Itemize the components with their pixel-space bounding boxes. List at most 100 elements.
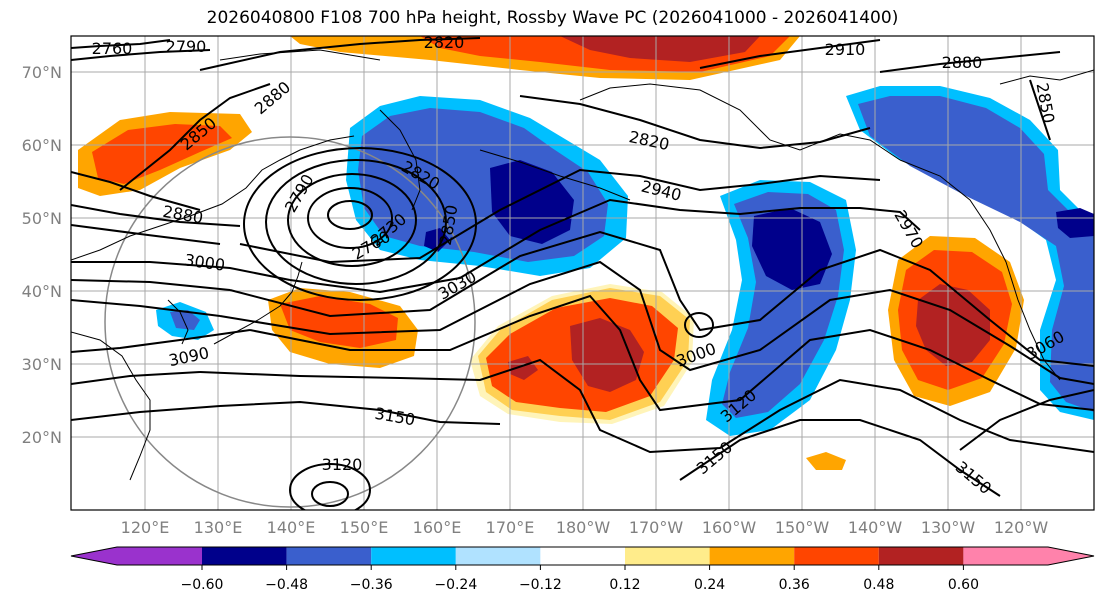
colorbar-segment <box>202 547 287 565</box>
lat-label-40n: 40°N <box>22 282 62 301</box>
lon-label-170w: 170°W <box>629 518 684 537</box>
coastline-north-america <box>899 159 1061 381</box>
anomaly-kamchatka-west-core <box>92 124 232 184</box>
lon-label-150e: 150°E <box>340 518 389 537</box>
contour-label: 2880 <box>942 53 983 72</box>
contour-2880-west <box>71 171 201 211</box>
contour-label: 2820 <box>424 33 465 52</box>
lon-label-130w: 130°W <box>921 518 976 537</box>
lon-label-140e: 140°E <box>267 518 316 537</box>
contour-3150-central <box>219 400 501 425</box>
colorbar-ticks <box>201 565 964 570</box>
negative-anomaly-regions <box>156 86 1094 436</box>
contour-2850-east <box>1029 79 1051 141</box>
coastline-alaska <box>579 83 901 161</box>
contour-3000-long <box>229 230 1094 367</box>
longitude-labels: 120°E 130°E 140°E 150°E 160°E 170°E 180°… <box>121 518 1049 537</box>
lon-label-120w: 120°W <box>994 518 1049 537</box>
coastline-asia <box>71 135 355 261</box>
coastline-china <box>71 331 151 481</box>
contour-2820-north <box>199 37 481 71</box>
contour-3060-west <box>71 299 221 317</box>
lon-label-160e: 160°E <box>413 518 462 537</box>
contour-label: 3120 <box>322 455 363 474</box>
range-circle <box>104 136 476 508</box>
lat-label-20n: 20°N <box>22 428 62 447</box>
lat-label-50n: 50°N <box>22 209 62 228</box>
contour-3120-south-inner <box>311 481 349 507</box>
contour-3150-south <box>679 419 1001 497</box>
contour-2880-northeast <box>879 51 1061 73</box>
contour-3030-west <box>71 279 231 291</box>
colorbar-segment <box>794 547 879 565</box>
anomaly-dateline-negative-strong <box>752 208 832 290</box>
contour-2910-mid <box>71 204 241 227</box>
contour-3090-west <box>71 329 251 353</box>
lon-label-170e: 170°E <box>486 518 535 537</box>
coastline-aleutian-arc <box>479 149 631 201</box>
anomaly-hawaii-small-positive <box>806 452 846 470</box>
coastline-korea <box>167 299 189 345</box>
contour-3000-west <box>71 261 291 281</box>
contour-3090-long <box>199 358 1094 454</box>
colorbar-tick-label: −0.36 <box>350 577 393 593</box>
contour-3150-southeast <box>959 389 1094 451</box>
contour-2940-long <box>239 168 881 264</box>
colorbar-tick-label: −0.48 <box>265 577 308 593</box>
colorbar-tick-label: 0.24 <box>694 577 725 593</box>
lat-label-60n: 60°N <box>22 136 62 155</box>
contour-low-center-2730 <box>327 200 373 230</box>
contour-label: 2760 <box>92 39 133 58</box>
colorbar-segment <box>455 547 541 565</box>
colorbar-segment <box>878 547 964 565</box>
colorbar-tick-label: 0.48 <box>863 577 894 593</box>
lon-label-120e: 120°E <box>121 518 170 537</box>
colorbar-tick-label: −0.24 <box>434 577 477 593</box>
contour-low-2760 <box>307 187 393 249</box>
contour-3000-closed <box>684 312 714 338</box>
anomaly-korea-negative-core <box>170 310 200 330</box>
map-panel: 2760 2790 2820 2910 2880 2850 2850 2880 … <box>71 33 1094 510</box>
colorbar-tick-label: −0.12 <box>519 577 562 593</box>
contour-3150-west <box>71 405 221 421</box>
anomaly-japan-core <box>280 296 398 348</box>
contour-3030-long <box>219 260 1094 385</box>
anomaly-north-pacific-strong <box>560 36 760 62</box>
contour-3120-south <box>289 463 371 510</box>
lon-label-150w: 150°W <box>775 518 830 537</box>
lon-label-160w: 160°W <box>702 518 757 537</box>
contour-2970-long <box>289 198 921 294</box>
contour-2850-kamchatka <box>119 83 271 191</box>
contour-low-2820 <box>265 159 447 285</box>
colorbar-segment <box>625 547 710 565</box>
colorbar-tick-label: 0.12 <box>609 577 640 593</box>
colorbar-segment <box>286 547 372 565</box>
colorbar-segment <box>371 547 456 565</box>
coastline-kamchatka <box>379 109 421 211</box>
colorbar: −0.60 −0.48 −0.36 −0.24 −0.12 0.12 0.24 … <box>70 546 1095 593</box>
contour-2910-north <box>699 39 881 69</box>
colorbar-segment <box>709 547 795 565</box>
map-border <box>70 35 1095 511</box>
anomaly-alaska-negative <box>858 96 1094 412</box>
lat-label-70n: 70°N <box>22 63 62 82</box>
gridlines <box>71 36 1094 510</box>
colorbar-tick-label: 0.36 <box>779 577 810 593</box>
colorbar-tick-label: −0.60 <box>181 577 224 593</box>
latitude-labels: 70°N 60°N 50°N 40°N 30°N 20°N <box>22 63 62 447</box>
contour-label: 2910 <box>825 40 866 59</box>
colorbar-segment <box>963 547 1094 565</box>
lat-label-30n: 30°N <box>22 355 62 374</box>
contour-2790-north <box>71 49 211 61</box>
lon-label-130e: 130°E <box>194 518 243 537</box>
height-contours <box>71 37 1094 510</box>
contour-2820-arctic <box>519 95 871 150</box>
anomaly-central-pacific-strong-west <box>508 356 538 380</box>
anomaly-central-pacific-strong <box>570 318 644 392</box>
contour-3120-west <box>71 371 201 385</box>
anomaly-bering-negative-strong <box>490 160 574 244</box>
map-title: 2026040800 F108 700 hPa height, Rossby W… <box>206 8 899 28</box>
contour-low-2790 <box>287 173 417 267</box>
coastline-canada-islands <box>999 69 1094 85</box>
